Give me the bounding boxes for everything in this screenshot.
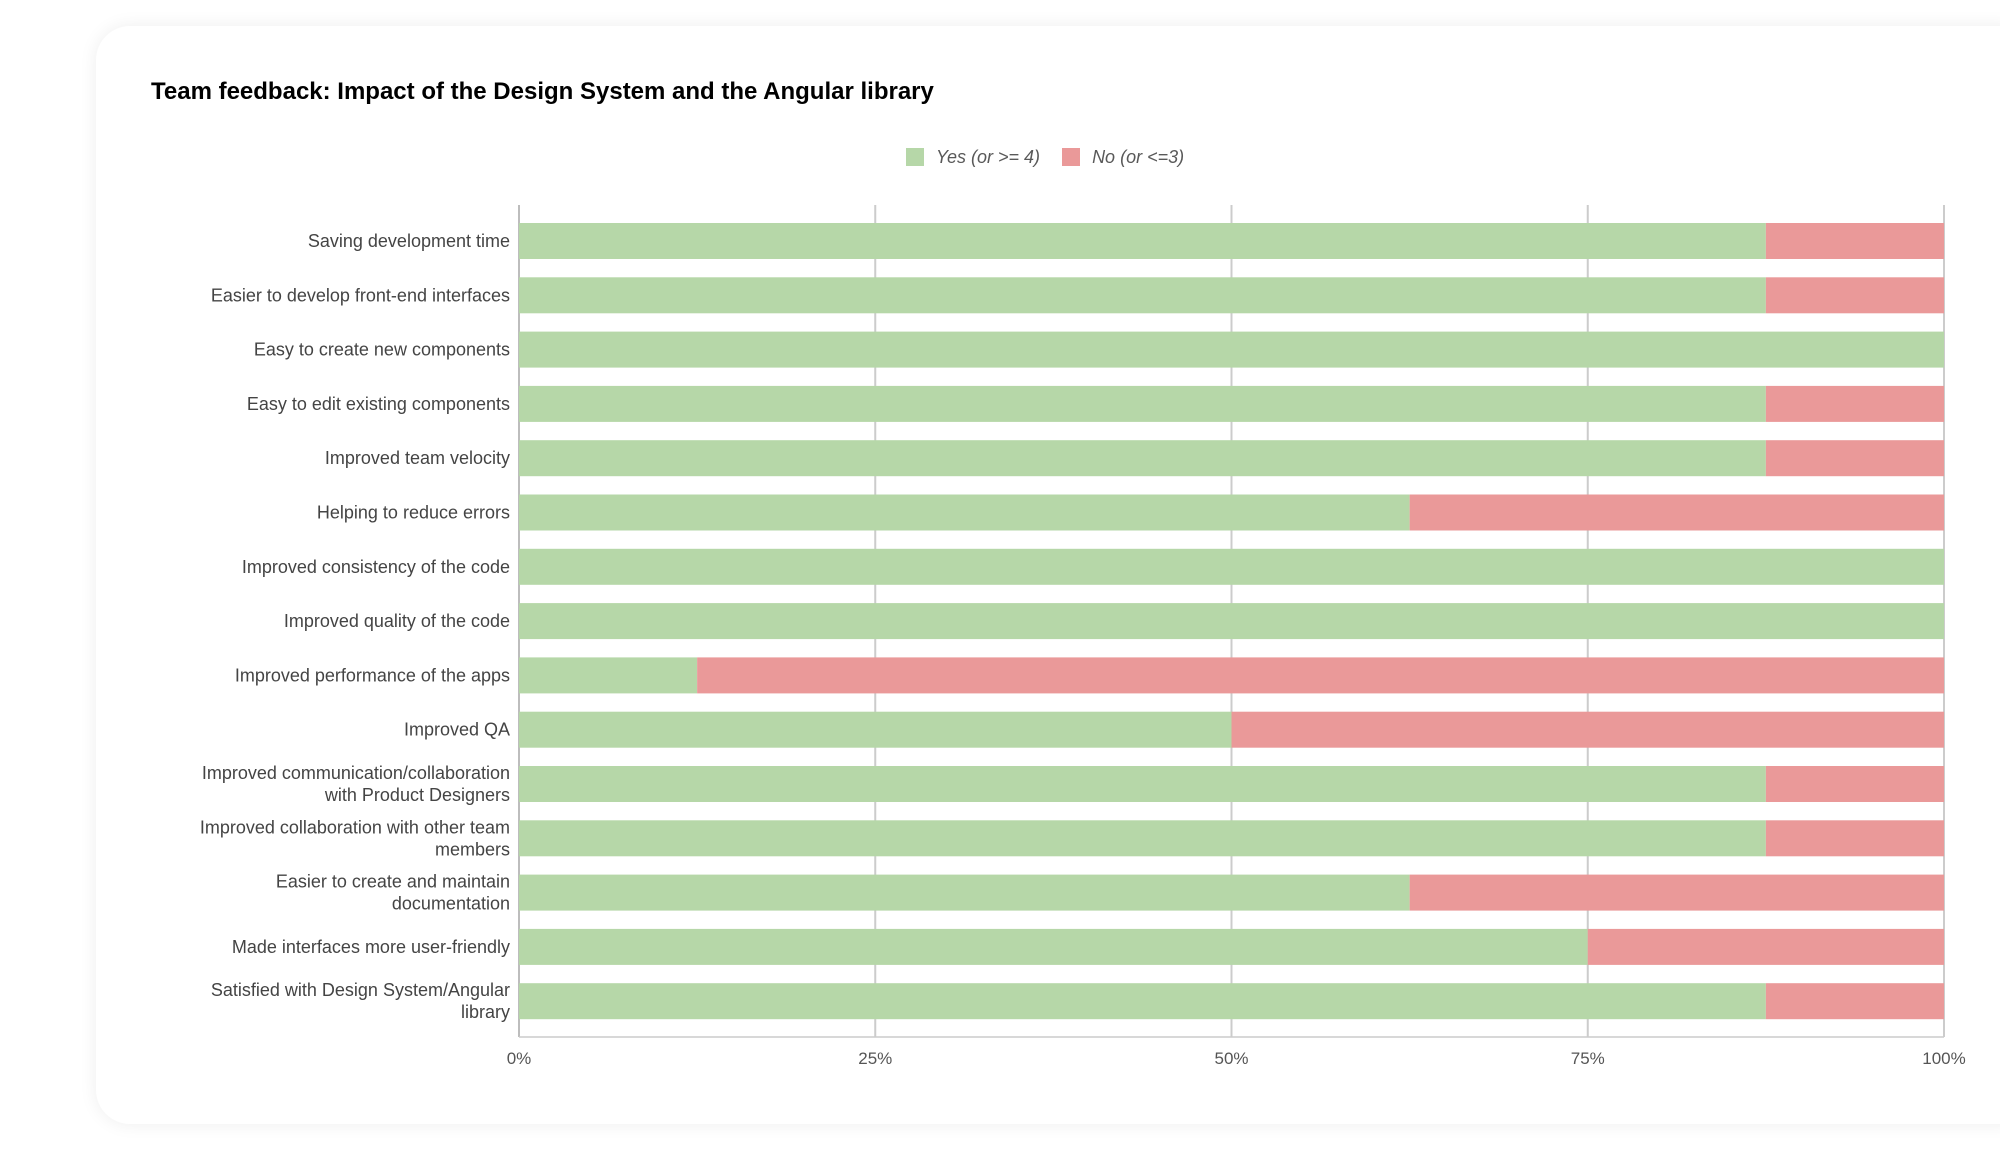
category-label-line: Improved collaboration with other team bbox=[200, 817, 510, 837]
bar-yes bbox=[519, 548, 1944, 585]
category-label: Easier to create and maintain documentati… bbox=[276, 872, 510, 914]
bar-yes bbox=[519, 928, 1588, 965]
bar-yes bbox=[519, 440, 1766, 477]
category-label-line: library bbox=[461, 1002, 510, 1022]
category-label-line: documentation bbox=[392, 894, 510, 914]
category-label-line: Improved QA bbox=[404, 720, 510, 740]
category-label-line: Made interfaces more user-friendly bbox=[232, 937, 510, 957]
category-label-line: Improved communication/collaboration bbox=[202, 763, 510, 783]
category-label: Easy to edit existing components bbox=[247, 394, 510, 414]
bar-yes bbox=[519, 983, 1766, 1020]
bar-no bbox=[1587, 928, 1944, 965]
chart-title: Team feedback: Impact of the Design Syst… bbox=[151, 78, 934, 105]
category-label-line: Saving development time bbox=[308, 231, 510, 251]
category-label-line: Satisfied with Design System/Angular bbox=[211, 980, 510, 1000]
x-tick-label: 100% bbox=[1922, 1049, 1965, 1068]
bar-no bbox=[1765, 277, 1944, 314]
bar-no bbox=[1765, 983, 1944, 1020]
category-label: Improved communication/collaboration with… bbox=[202, 763, 510, 805]
bar-yes bbox=[519, 277, 1766, 314]
category-label-line: Easy to create new components bbox=[254, 340, 510, 360]
legend-label-no: No (or <=3) bbox=[1092, 146, 1185, 167]
category-label: Made interfaces more user-friendly bbox=[232, 937, 510, 957]
bar-yes bbox=[519, 331, 1944, 368]
category-label: Improved collaboration with other team me… bbox=[200, 817, 510, 859]
legend-item-no: No (or <=3) bbox=[1062, 147, 1184, 168]
x-tick-label: 25% bbox=[858, 1049, 892, 1068]
bar-yes bbox=[519, 657, 698, 694]
legend-label-yes: Yes (or >= 4) bbox=[936, 146, 1041, 167]
category-label: Improved QA bbox=[404, 720, 510, 740]
bar-yes bbox=[519, 385, 1766, 422]
chart-legend: Yes (or >= 4) No (or <=3) bbox=[906, 144, 1206, 170]
category-label-line: Easy to edit existing components bbox=[247, 394, 510, 414]
bar-no bbox=[1765, 820, 1944, 857]
x-tick-label: 50% bbox=[1214, 1049, 1248, 1068]
bar-yes bbox=[519, 820, 1766, 857]
legend-item-yes: Yes (or >= 4) bbox=[906, 147, 1040, 168]
bar-yes bbox=[519, 223, 1766, 259]
category-label: Saving development time bbox=[308, 231, 510, 251]
category-label-line: Improved quality of the code bbox=[284, 611, 510, 631]
category-label-line: members bbox=[435, 839, 510, 859]
category-label-line: Easier to create and maintain bbox=[276, 872, 510, 892]
category-label: Improved quality of the code bbox=[284, 611, 510, 631]
category-label: Helping to reduce errors bbox=[317, 503, 510, 523]
bar-no bbox=[1765, 440, 1944, 477]
category-label: Improved team velocity bbox=[325, 448, 510, 468]
bar-no bbox=[1765, 766, 1944, 802]
x-tick-label: 75% bbox=[1571, 1049, 1605, 1068]
bar-yes bbox=[519, 494, 1410, 531]
bar-no bbox=[1765, 385, 1944, 422]
bar-no bbox=[697, 657, 1944, 694]
category-label-line: Improved team velocity bbox=[325, 448, 510, 468]
bar-no bbox=[1231, 711, 1944, 748]
legend-swatch-yes bbox=[906, 148, 924, 166]
category-label-line: Improved consistency of the code bbox=[242, 557, 510, 577]
x-tick-label: 0% bbox=[507, 1049, 532, 1068]
category-label: Easier to develop front-end interfaces bbox=[211, 285, 510, 305]
bar-yes bbox=[519, 766, 1766, 802]
bar-no bbox=[1765, 223, 1944, 259]
category-label: Satisfied with Design System/Angular libr… bbox=[211, 980, 510, 1022]
category-label-line: Helping to reduce errors bbox=[317, 503, 510, 523]
category-label-line: with Product Designers bbox=[324, 785, 510, 805]
bar-no bbox=[1409, 874, 1944, 911]
category-label-line: Easier to develop front-end interfaces bbox=[211, 285, 510, 305]
category-label: Easy to create new components bbox=[254, 340, 510, 360]
bar-yes bbox=[519, 711, 1232, 748]
legend-swatch-no bbox=[1062, 148, 1081, 166]
category-label: Improved consistency of the code bbox=[242, 557, 510, 577]
category-label: Improved performance of the apps bbox=[235, 665, 510, 685]
category-label-line: Improved performance of the apps bbox=[235, 665, 510, 685]
bar-no bbox=[1409, 494, 1944, 531]
bar-yes bbox=[519, 874, 1410, 911]
bar-yes bbox=[519, 603, 1944, 640]
